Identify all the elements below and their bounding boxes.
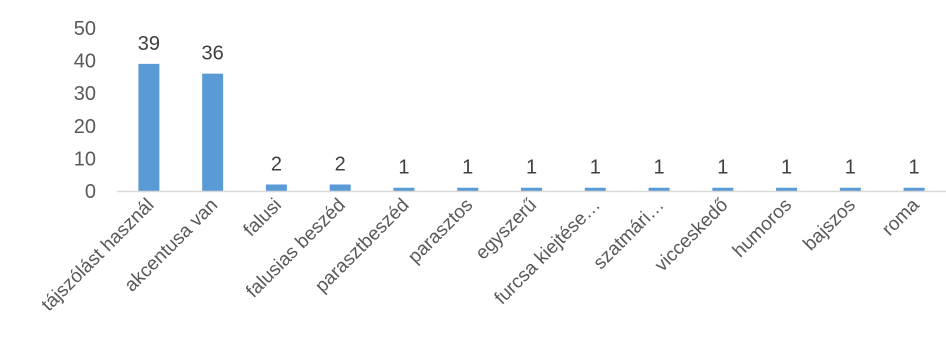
data-label: 39 [138,33,160,55]
data-label: 1 [590,157,601,179]
y-tick-label: 50 [74,18,96,40]
category-label: roma [878,194,924,240]
bar [776,188,797,191]
data-label: 1 [526,157,537,179]
bar [330,184,351,191]
bar [712,188,733,191]
data-label: 1 [781,157,792,179]
bar [457,188,478,191]
bar [138,64,159,191]
y-tick-label: 40 [74,51,96,73]
data-label: 1 [845,157,856,179]
category-label: humoros [729,195,796,262]
bar [393,188,414,191]
data-label: 1 [717,157,728,179]
bar [904,188,925,191]
data-label: 2 [335,153,346,175]
data-label: 1 [462,157,473,179]
bar [266,184,287,191]
y-tick-label: 20 [74,116,96,138]
y-tick-label: 10 [74,148,96,170]
category-label: tájszólást használ [38,195,159,316]
data-labels: 39 36 2 2 1 1 1 1 1 1 1 1 1 [138,33,920,179]
data-label: 1 [653,157,664,179]
category-label: parasztos [404,195,477,268]
bar [521,188,542,191]
bar [649,188,670,191]
data-label: 1 [398,157,409,179]
bar [840,188,861,191]
y-axis-tick-labels: 0 10 20 30 40 50 [74,18,96,203]
category-label: falusi [240,195,286,241]
data-label: 2 [271,153,282,175]
bar [585,188,606,191]
y-tick-label: 30 [74,83,96,105]
y-tick-label: 0 [85,181,96,203]
category-label: bajszos [799,195,859,255]
data-label: 36 [202,43,224,65]
data-label: 1 [909,157,920,179]
bar [202,74,223,191]
